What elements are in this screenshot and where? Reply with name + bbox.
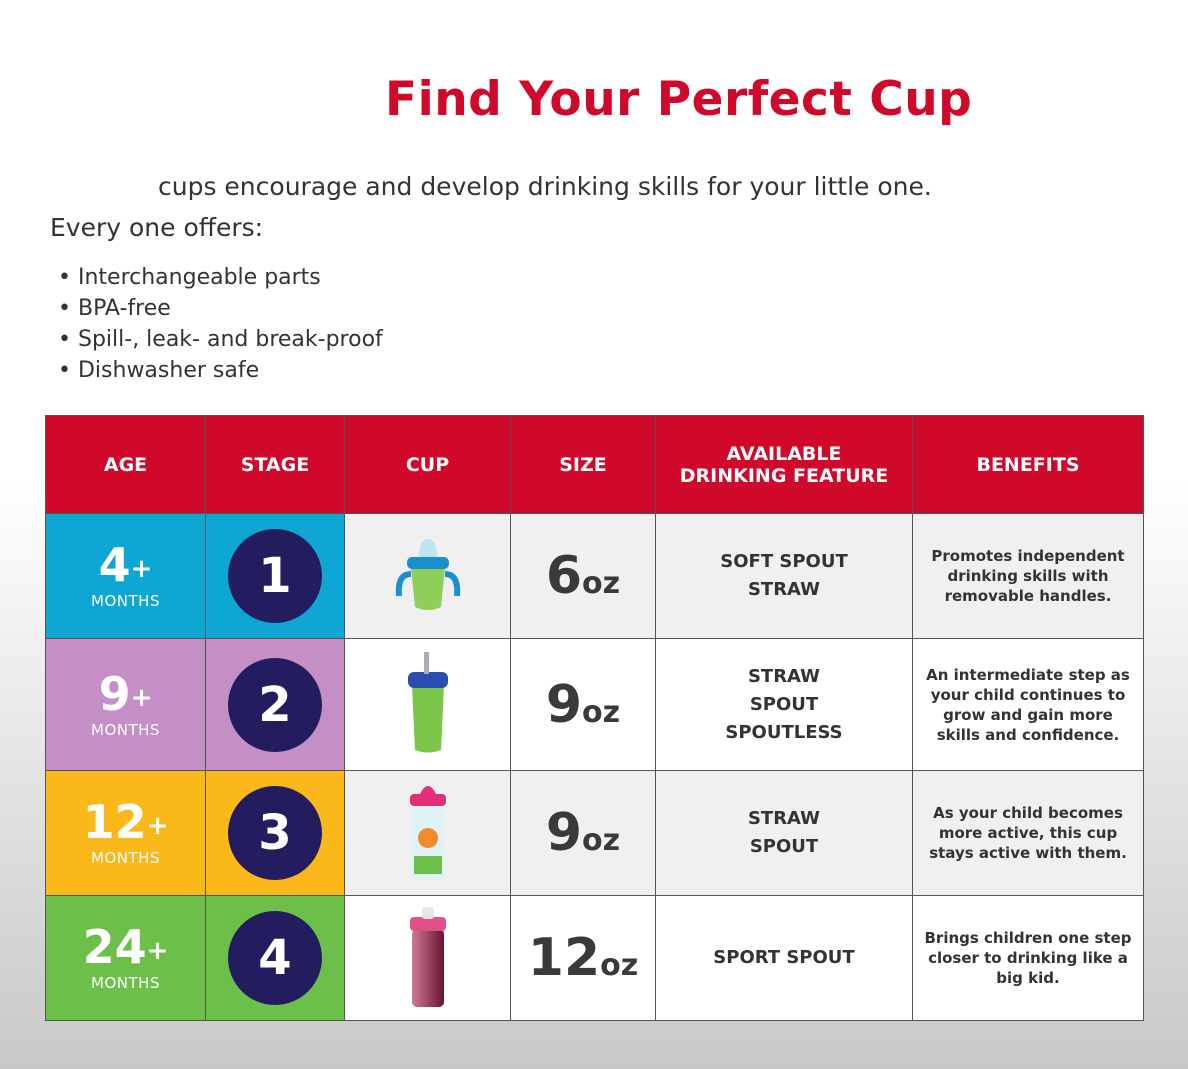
age-value: 4 <box>98 538 131 592</box>
page-title: Find Your Perfect Cup <box>385 72 973 127</box>
stage-badge: 3 <box>228 786 322 880</box>
feature-cell: STRAW SPOUT <box>655 770 913 896</box>
stage-badge: 1 <box>228 529 322 623</box>
feature-item: STRAW <box>747 579 821 600</box>
feature-item: SPORT SPOUT <box>713 947 855 968</box>
header-cup: CUP <box>344 415 511 514</box>
size-value: 9 <box>545 674 583 735</box>
feature-item: SOFT SPOUT <box>720 551 848 572</box>
age-cell: 24+ MONTHS <box>45 895 206 1021</box>
stage-cell: 3 <box>205 770 345 896</box>
stage-badge: 4 <box>228 911 322 1005</box>
feature-cell: STRAW SPOUT SPOUTLESS <box>655 638 913 771</box>
benefit-cell: Brings children one step closer to drink… <box>912 895 1144 1021</box>
size-value: 6 <box>545 546 583 606</box>
cup-comparison-table: AGE STAGE CUP SIZE AVAILABLE DRINKING FE… <box>45 415 1144 1021</box>
size-cell: 12oz <box>510 895 656 1021</box>
size-unit: oz <box>582 694 621 730</box>
age-unit: MONTHS <box>91 974 160 992</box>
age-plus: + <box>146 936 169 966</box>
insulated-spout-cup-icon <box>398 786 458 890</box>
age-value: 9 <box>98 666 131 721</box>
table-row: 12+ MONTHS 3 9oz STRAW SPOUT As your child… <box>45 770 1144 896</box>
cup-cell <box>344 638 511 771</box>
sport-spout-cup-icon <box>398 907 458 1015</box>
benefit-cell: An intermediate step as your child conti… <box>912 638 1144 771</box>
size-unit: oz <box>582 566 621 601</box>
feature-item: SPOUTLESS <box>725 721 843 743</box>
stage-cell: 4 <box>205 895 345 1021</box>
cup-cell <box>344 770 511 896</box>
table-row: 4+ MONTHS 1 6oz SOFT SPOUT STRAW Promotes … <box>45 513 1144 639</box>
size-value: 9 <box>545 803 583 863</box>
feature-cell: SPORT SPOUT <box>655 895 913 1021</box>
age-cell: 9+ MONTHS <box>45 638 206 771</box>
stage-badge: 2 <box>228 657 322 752</box>
feature-list: Interchangeable parts BPA-free Spill-, l… <box>58 262 383 386</box>
cup-cell <box>344 513 511 639</box>
stage-cell: 1 <box>205 513 345 639</box>
sippy-cup-with-handles-icon <box>383 539 473 623</box>
list-item: Spill-, leak- and break-proof <box>58 324 383 355</box>
size-unit: oz <box>600 948 639 983</box>
list-item: Dishwasher safe <box>58 355 383 386</box>
intro-text: cups encourage and develop drinking skil… <box>158 172 932 201</box>
list-item: Interchangeable parts <box>58 262 383 293</box>
age-unit: MONTHS <box>91 849 160 867</box>
size-cell: 9oz <box>510 770 656 896</box>
age-unit: MONTHS <box>91 720 160 739</box>
benefit-cell: As your child becomes more active, this … <box>912 770 1144 896</box>
header-benefits: BENEFITS <box>912 415 1144 514</box>
header-feature: AVAILABLE DRINKING FEATURE <box>655 415 913 514</box>
size-value: 12 <box>527 928 601 988</box>
straw-cup-icon <box>398 651 458 762</box>
list-item: BPA-free <box>58 293 383 324</box>
age-plus: + <box>130 682 153 713</box>
size-cell: 6oz <box>510 513 656 639</box>
size-cell: 9oz <box>510 638 656 771</box>
age-unit: MONTHS <box>91 592 160 610</box>
cup-cell <box>344 895 511 1021</box>
header-size: SIZE <box>510 415 656 514</box>
feature-item: STRAW <box>747 808 821 829</box>
header-age: AGE <box>45 415 206 514</box>
header-stage: STAGE <box>205 415 345 514</box>
age-cell: 12+ MONTHS <box>45 770 206 896</box>
feature-item: SPOUT <box>749 693 819 715</box>
age-plus: + <box>130 554 153 584</box>
age-cell: 4+ MONTHS <box>45 513 206 639</box>
stage-cell: 2 <box>205 638 345 771</box>
feature-item: STRAW <box>747 665 821 687</box>
offers-label: Every one offers: <box>50 213 264 242</box>
feature-item: SPOUT <box>749 836 819 857</box>
age-plus: + <box>146 811 169 841</box>
age-value: 12 <box>82 795 147 849</box>
feature-cell: SOFT SPOUT STRAW <box>655 513 913 639</box>
size-unit: oz <box>582 823 621 858</box>
table-row: 9+ MONTHS 2 9oz STRAW SPOUT SPOUTLESS An in… <box>45 638 1144 771</box>
table-row: 24+ MONTHS 4 12oz SPORT SPOUT Brings chil… <box>45 895 1144 1021</box>
benefit-cell: Promotes independent drinking skills wit… <box>912 513 1144 639</box>
age-value: 24 <box>82 920 147 974</box>
